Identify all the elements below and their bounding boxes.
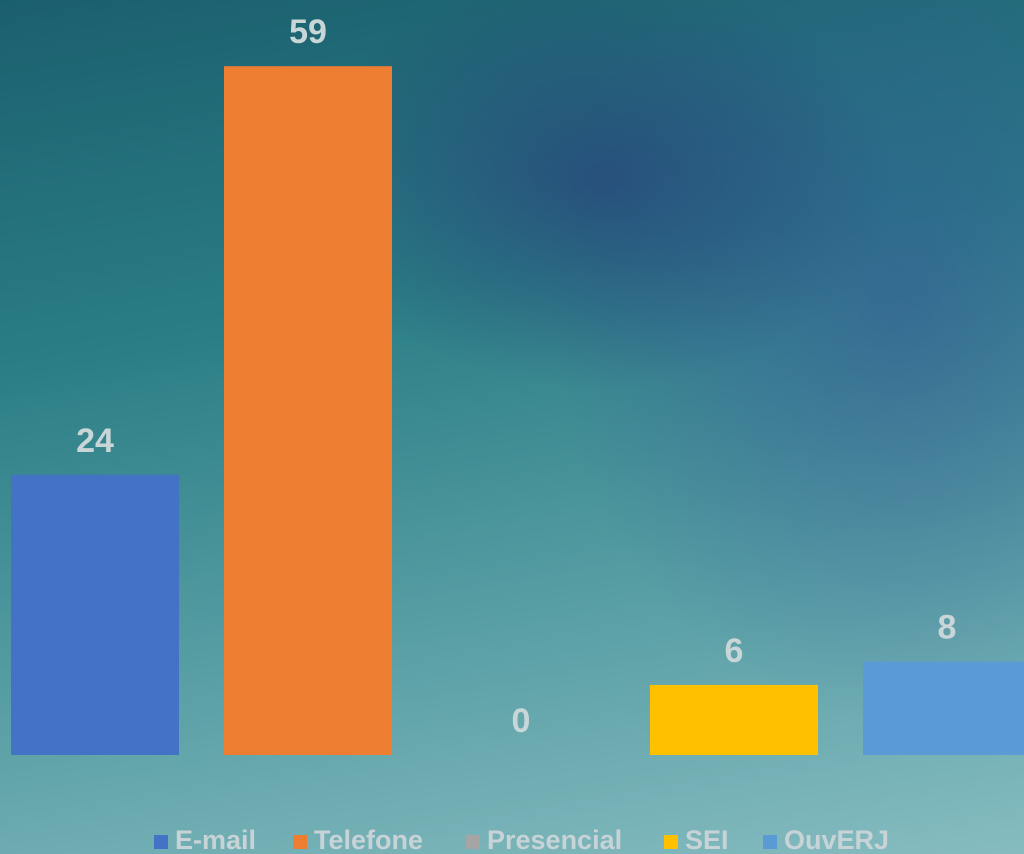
legend-swatch <box>664 835 678 849</box>
legend-swatch <box>466 835 480 849</box>
value-label: 59 <box>289 13 327 51</box>
legend-label: SEI <box>685 825 729 854</box>
value-label: 0 <box>512 702 531 740</box>
legend-label: E-mail <box>175 825 256 854</box>
legend-swatch <box>763 835 777 849</box>
bar <box>650 684 818 755</box>
legend-label: Telefone <box>314 825 423 854</box>
value-label: 6 <box>725 632 744 670</box>
value-label: 24 <box>76 422 114 460</box>
legend-swatch <box>293 835 307 849</box>
legend-label: OuvERJ <box>784 825 889 854</box>
bar <box>11 474 179 755</box>
bar <box>224 66 392 756</box>
bar <box>863 661 1024 755</box>
value-label: 8 <box>938 609 957 647</box>
legend-swatch <box>154 835 168 849</box>
legend-label: Presencial <box>487 825 622 854</box>
